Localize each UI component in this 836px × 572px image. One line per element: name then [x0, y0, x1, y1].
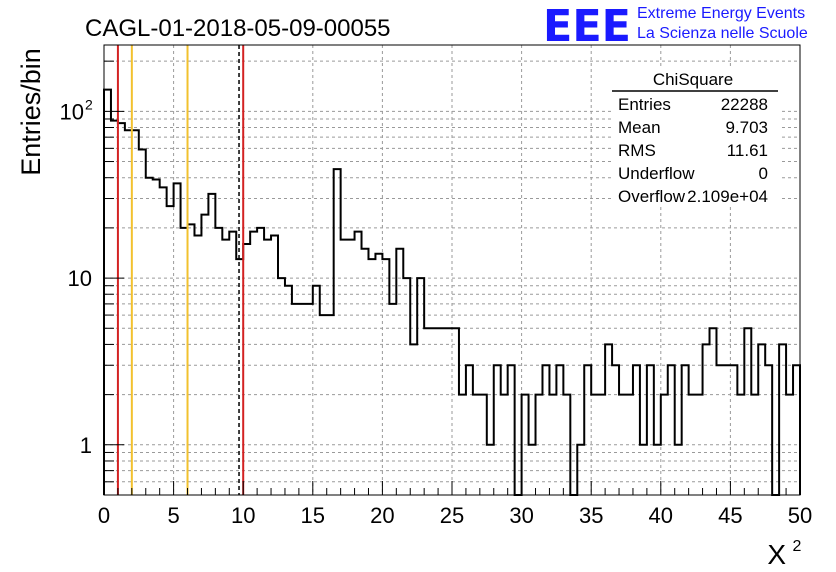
y-tick-label: 1: [80, 433, 92, 458]
x-tick-label: 40: [649, 503, 673, 528]
x-tick-label: 5: [167, 503, 179, 528]
run-title: CAGL-01-2018-05-09-00055: [85, 15, 391, 42]
x-tick-label: 25: [440, 503, 464, 528]
stats-box: ChiSquare Entries 22288 Mean 9.703 RMS 1…: [612, 68, 780, 206]
vertical-marker-lines: [116, 45, 245, 495]
x-tick-label: 20: [370, 503, 394, 528]
axis-ticks: [103, 60, 801, 496]
stats-value-rms: 11.61: [727, 141, 768, 160]
y-tick-label-exponent: 2: [85, 96, 93, 112]
x-tick-label: 50: [788, 503, 812, 528]
x-tick-label: 30: [509, 503, 533, 528]
logo-tagline-1: Extreme Energy Events: [637, 5, 805, 22]
x-axis-label: X: [767, 539, 786, 570]
x-tick-label: 35: [579, 503, 603, 528]
stats-label-rms: RMS: [618, 141, 656, 160]
x-tick-label: 10: [231, 503, 255, 528]
stats-value-entries: 22288: [721, 95, 768, 114]
stats-label-entries: Entries: [618, 95, 671, 114]
stats-value-underflow: 0: [759, 164, 768, 183]
histogram-step-line: [103, 88, 801, 496]
histogram-series: [103, 88, 801, 496]
y-tick-label: 10: [68, 266, 92, 291]
x-axis-label-superscript: 2: [793, 538, 802, 555]
stats-label-underflow: Underflow: [618, 164, 695, 183]
x-tick-label: 45: [718, 503, 742, 528]
eee-logo-icon: EEE: [543, 1, 631, 52]
y-tick-label: 10: [60, 99, 84, 124]
x-tick-label: 15: [301, 503, 325, 528]
x-tick-label: 0: [98, 503, 110, 528]
stats-value-overflow: 2.109e+04: [687, 187, 768, 206]
logo-tagline-2: La Scienza nelle Scuole: [637, 25, 808, 42]
grid-lines: [104, 45, 800, 496]
stats-value-mean: 9.703: [725, 118, 768, 137]
stats-box-title: ChiSquare: [653, 70, 733, 89]
stats-label-mean: Mean: [618, 118, 661, 137]
stats-label-overflow: Overflow: [618, 187, 686, 206]
y-axis-label: Entries/bin: [16, 48, 46, 176]
